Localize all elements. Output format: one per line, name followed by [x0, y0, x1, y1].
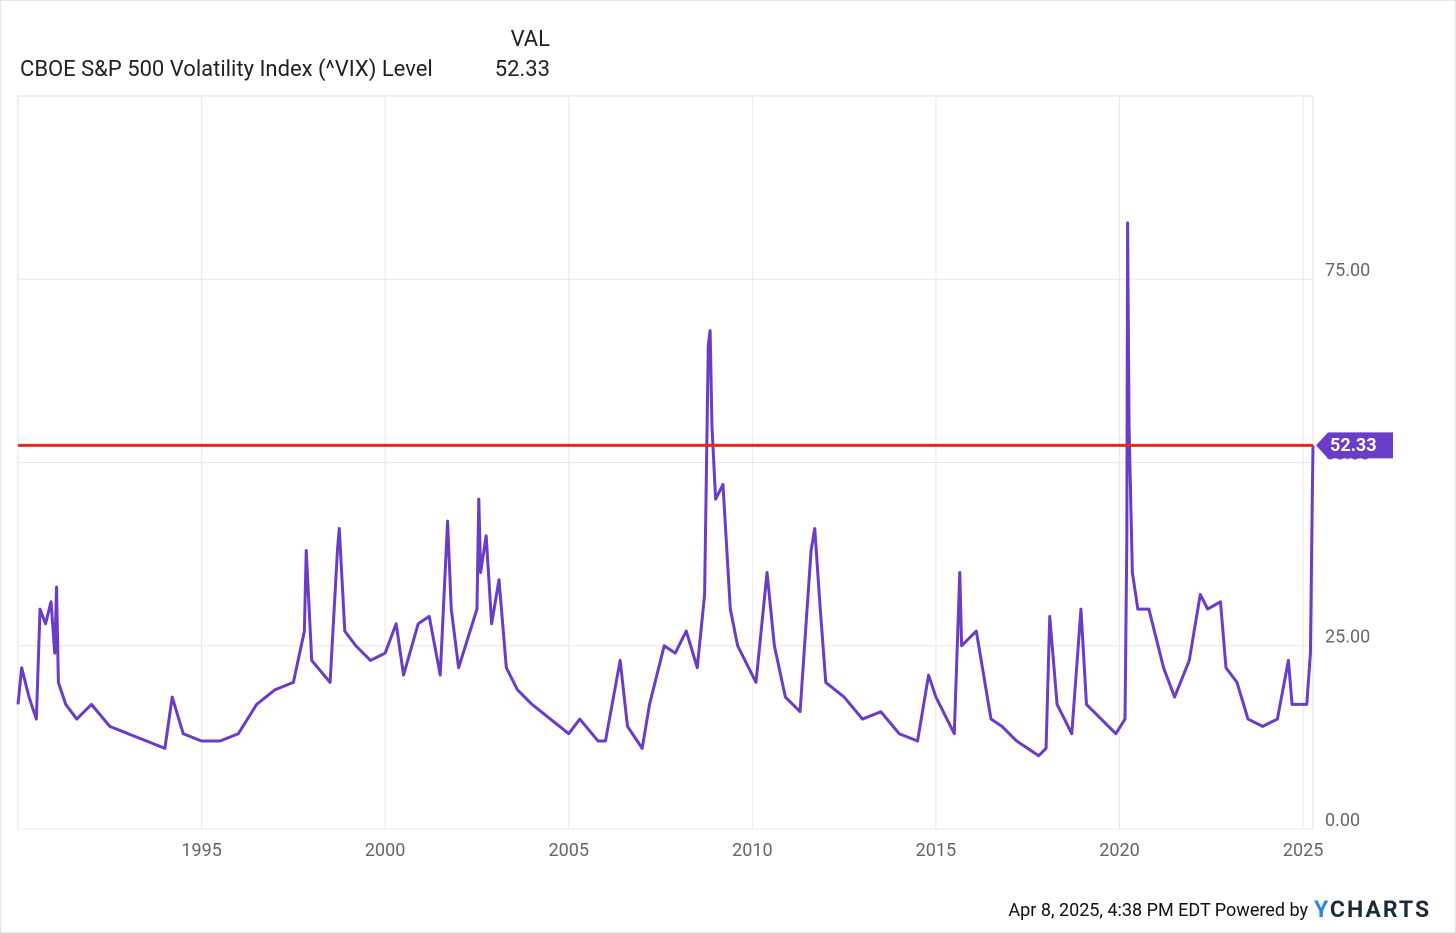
x-tick-label: 2015 — [916, 840, 956, 861]
x-tick-label: 1995 — [181, 840, 221, 861]
x-tick-label: 2005 — [549, 840, 589, 861]
legend-series-name: CBOE S&P 500 Volatility Index (^VIX) Lev… — [20, 57, 433, 82]
x-tick-label: 2020 — [1099, 840, 1139, 861]
last-value-label: 52.33 — [1330, 435, 1377, 456]
y-tick-label: 25.00 — [1325, 627, 1370, 648]
y-tick-label: 0.00 — [1325, 810, 1360, 831]
footer: Apr 8, 2025, 4:38 PM EDT Powered by — [1008, 900, 1308, 921]
last-value-callout — [1316, 432, 1393, 459]
y-tick-label: 75.00 — [1325, 260, 1370, 281]
brand-part: Y — [1314, 896, 1330, 923]
value-column-header: VAL — [511, 27, 551, 52]
x-tick-label: 2010 — [732, 840, 772, 861]
x-tick-label: 2025 — [1283, 840, 1323, 861]
series-line — [16, 221, 1315, 758]
brand-part: CHARTS — [1330, 896, 1431, 923]
legend-series-value: 52.33 — [495, 57, 550, 82]
x-tick-label: 2000 — [365, 840, 405, 861]
brand-logo: YCHARTS — [1314, 896, 1431, 923]
